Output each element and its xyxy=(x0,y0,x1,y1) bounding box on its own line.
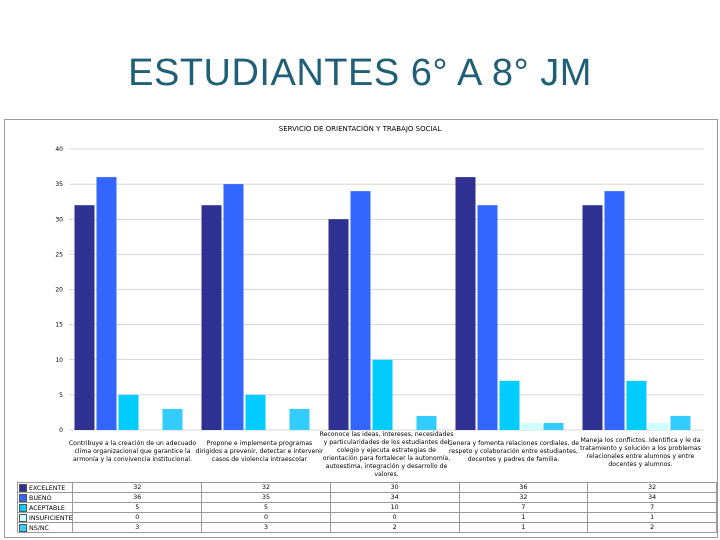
category-label: Propone e implementa programas dirigidos… xyxy=(195,440,324,463)
slide-title: ESTUDIANTES 6° A 8° JM xyxy=(128,52,592,94)
series-name-cell: NS/NC xyxy=(16,522,74,533)
data-label: 32 xyxy=(458,492,589,503)
data-label: 32 xyxy=(201,482,331,493)
bar-bueno xyxy=(350,191,371,430)
series-name: NS/NC xyxy=(29,524,49,532)
bars xyxy=(74,177,691,430)
y-tick-label: 40 xyxy=(55,146,63,153)
series-name: ACEPTABLE xyxy=(29,504,65,512)
series-name-cell: ACEPTABLE xyxy=(16,502,74,513)
data-label: 1 xyxy=(458,522,589,533)
bar-excelente xyxy=(74,205,95,430)
data-label: 3 xyxy=(201,522,331,533)
legend-swatch xyxy=(19,513,27,522)
bar-insuficiente xyxy=(521,422,542,430)
data-label: 30 xyxy=(329,482,460,493)
chart-frame xyxy=(4,119,718,538)
category-label: Reconoce las ideas, intereses, necesidad… xyxy=(319,431,454,478)
bar-bueno xyxy=(96,177,117,430)
legend-swatch xyxy=(19,503,27,512)
data-label: 36 xyxy=(72,492,203,503)
table-row: EXCELENTE 32 32 30 36 32 xyxy=(16,482,717,493)
data-label: 7 xyxy=(458,502,589,513)
data-label: 1 xyxy=(587,512,717,523)
bar-ns-nc xyxy=(543,422,564,430)
chart-title: SERVICIO DE ORIENTACIÓN Y TRABAJO SOCIAL xyxy=(278,125,442,133)
data-label: 34 xyxy=(587,492,717,503)
data-label: 5 xyxy=(201,502,331,513)
bar-aceptable xyxy=(499,380,520,430)
data-label: 0 xyxy=(329,512,460,523)
bar-excelente xyxy=(582,205,603,430)
series-name-cell: BUENO xyxy=(16,492,74,503)
bar-aceptable xyxy=(626,380,647,430)
data-label: 2 xyxy=(329,522,460,533)
bar-excelente xyxy=(455,177,476,430)
series-name: BUENO xyxy=(29,494,52,502)
y-tick-label: 10 xyxy=(55,357,63,364)
data-label: 5 xyxy=(72,502,203,513)
bar-excelente xyxy=(201,205,222,430)
data-label: 3 xyxy=(72,522,203,533)
bar-aceptable xyxy=(118,394,139,430)
data-label: 32 xyxy=(587,482,717,493)
data-label: 2 xyxy=(587,522,717,533)
y-tick-label: 25 xyxy=(55,251,63,258)
y-tick-label: 20 xyxy=(55,287,63,294)
table-row: INSUFICIENTE 0 0 0 1 1 xyxy=(16,512,717,523)
bar-bueno xyxy=(604,191,625,430)
bar-aceptable xyxy=(372,359,393,430)
bar-bueno xyxy=(223,184,244,430)
table-row: NS/NC 3 3 2 1 2 xyxy=(16,522,717,533)
data-label: 1 xyxy=(458,512,589,523)
bar-chart: 0 5 10 15 20 25 30 35 40 xyxy=(55,146,704,434)
table-row: BUENO 36 35 34 32 34 xyxy=(16,492,717,503)
legend-swatch xyxy=(19,523,27,532)
y-tick-label: 5 xyxy=(59,392,63,399)
bar-ns-nc xyxy=(416,415,437,430)
bar-excelente xyxy=(328,219,349,430)
category-label: Genera y fomenta relaciones cordiales, d… xyxy=(447,440,580,463)
data-label: 32 xyxy=(72,482,203,493)
data-label: 0 xyxy=(72,512,203,523)
data-label: 0 xyxy=(201,512,331,523)
series-name-cell: INSUFICIENTE xyxy=(16,512,74,523)
y-tick-label: 0 xyxy=(59,427,63,434)
bar-ns-nc xyxy=(289,408,310,430)
bar-ns-nc xyxy=(670,415,691,430)
bar-insuficiente xyxy=(648,422,669,430)
data-label: 36 xyxy=(458,482,589,493)
series-name: INSUFICIENTE xyxy=(29,514,73,522)
bar-aceptable xyxy=(245,394,266,430)
data-table: EXCELENTE 32 32 30 36 32 BUENO 36 35 34 32 34 ACEPTA… xyxy=(16,482,717,533)
bar-ns-nc xyxy=(162,408,183,430)
data-label: 35 xyxy=(201,492,331,503)
data-label: 34 xyxy=(329,492,460,503)
series-name-cell: EXCELENTE xyxy=(16,482,74,493)
legend-swatch xyxy=(19,493,27,502)
bar-bueno xyxy=(477,205,498,430)
y-tick-label: 15 xyxy=(55,322,63,329)
y-axis-ticks: 0 5 10 15 20 25 30 35 40 xyxy=(55,146,63,434)
legend-swatch xyxy=(19,483,27,492)
y-tick-label: 30 xyxy=(55,216,63,223)
data-label: 7 xyxy=(587,502,717,513)
data-label: 10 xyxy=(329,502,460,513)
category-label: Contribuye a la creación de un adecuado … xyxy=(68,440,197,463)
series-name: EXCELENTE xyxy=(29,484,66,492)
category-label: Maneja los conflictos. Identifica y le d… xyxy=(580,437,701,468)
table-row: ACEPTABLE 5 5 10 7 7 xyxy=(16,502,717,513)
y-tick-label: 35 xyxy=(55,181,63,188)
